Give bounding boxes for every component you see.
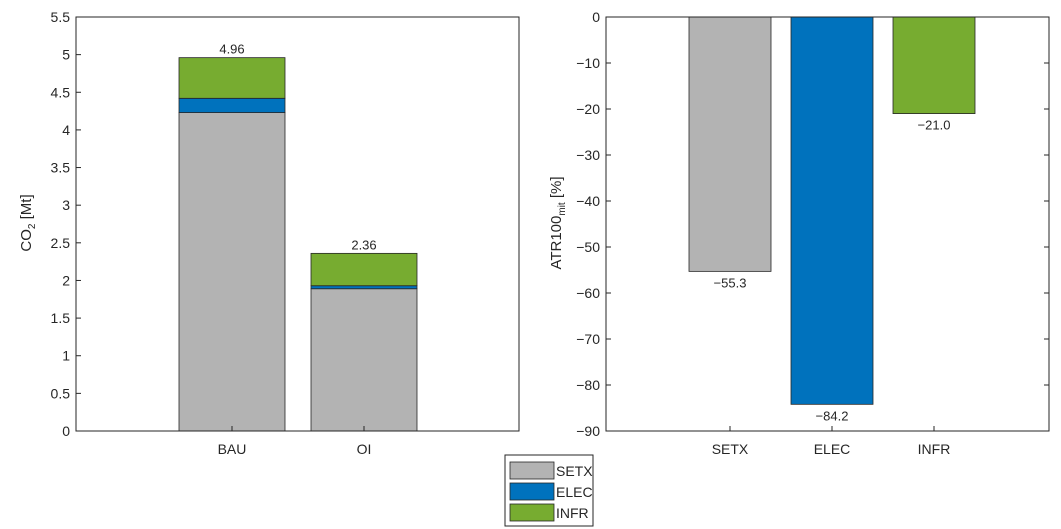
y-tick-label: −80	[576, 377, 600, 393]
y-tick-label: −40	[576, 193, 600, 209]
x-tick-label: SETX	[712, 441, 749, 457]
co2-total-labels: 4.96 2.36	[219, 42, 376, 253]
total-label: 2.36	[351, 237, 376, 252]
bar-setx-oi	[310, 288, 418, 432]
bar-infr-bau	[178, 57, 286, 99]
co2-y-axis-label: CO2 [Mt]	[18, 194, 38, 251]
y-tick-label: −10	[576, 55, 600, 71]
y-tick-label: 1.5	[51, 310, 71, 326]
bar-setx-bau	[178, 112, 286, 432]
atr100-y-ticks: 0 −10 −20 −30 −40 −50 −60 −70 −80 −90	[576, 9, 1049, 439]
bar-elec-oi	[310, 285, 418, 290]
legend-swatch-elec	[509, 482, 555, 501]
y-tick-label: 3.5	[51, 160, 71, 176]
bar-infr	[892, 16, 976, 114]
x-tick-label: OI	[357, 441, 372, 457]
atr100-bars	[688, 16, 976, 405]
y-tick-label: 4	[62, 122, 70, 138]
y-tick-label: 0.5	[51, 385, 71, 401]
co2-bars	[178, 57, 418, 432]
bar-infr-oi	[310, 252, 418, 287]
y-tick-label: 4.5	[51, 84, 71, 100]
bar-setx	[688, 16, 772, 272]
y-tick-label: −30	[576, 147, 600, 163]
y-tick-label: 0	[592, 9, 600, 25]
x-tick-label: BAU	[218, 441, 247, 457]
y-tick-label: 5	[62, 47, 70, 63]
atr100-x-ticks: SETX ELEC INFR	[712, 426, 951, 457]
co2-x-ticks: BAU OI	[218, 426, 372, 457]
atr100-y-axis-label: ATR100mit [%]	[548, 176, 568, 269]
y-tick-label: −90	[576, 423, 600, 439]
legend: SETX ELEC INFR	[504, 454, 594, 527]
y-tick-label: 2	[62, 272, 70, 288]
value-label: −21.0	[918, 118, 951, 133]
y-tick-label: 0	[62, 423, 70, 439]
y-tick-label: 3	[62, 197, 70, 213]
bar-elec	[790, 16, 874, 405]
co2-y-ticks: 0 0.5 1 1.5 2 2.5 3 3.5 4 4.5 5 5.5	[51, 9, 81, 439]
legend-label-elec: ELEC	[556, 484, 593, 500]
value-label: −55.3	[714, 275, 747, 290]
co2-axes-box	[75, 16, 520, 432]
x-tick-label: ELEC	[814, 441, 851, 457]
y-tick-label: −20	[576, 101, 600, 117]
y-tick-label: 5.5	[51, 9, 71, 25]
legend-swatch-setx	[509, 461, 555, 480]
total-label: 4.96	[219, 42, 244, 57]
y-tick-label: −50	[576, 239, 600, 255]
legend-swatch-infr	[509, 503, 555, 522]
y-tick-label: −60	[576, 285, 600, 301]
y-tick-label: 2.5	[51, 235, 71, 251]
y-tick-label: 1	[62, 348, 70, 364]
atr100-bar-chart: −55.3 −84.2 −21.0 0 −10 −20 −30 −40 −50 −60 −70 −8…	[548, 9, 1050, 457]
co2-stacked-bar-chart: 4.962.36 00.511.522.533.544.555.5 BAU OI …	[18, 9, 520, 457]
atr100-value-labels: −55.3 −84.2 −21.0	[714, 118, 951, 424]
y-tick-label: −70	[576, 331, 600, 347]
value-label: −84.2	[816, 408, 849, 423]
legend-label-infr: INFR	[556, 505, 589, 521]
bar-elec-bau	[178, 97, 286, 113]
atr100-axes-box	[605, 16, 1050, 432]
legend-label-setx: SETX	[556, 463, 593, 479]
x-tick-label: INFR	[918, 441, 951, 457]
